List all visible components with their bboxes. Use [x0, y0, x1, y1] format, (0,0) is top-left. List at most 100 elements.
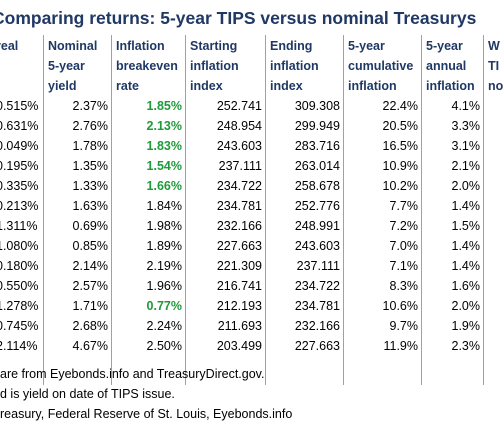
table-cell: 0.335%	[0, 179, 39, 193]
table-cell: 252.776	[294, 199, 340, 213]
table-cell: 234.722	[294, 279, 340, 293]
table-cell: 227.663	[216, 239, 262, 253]
table-cell: 1.311%	[0, 219, 38, 233]
table-cell: 234.722	[216, 179, 262, 193]
column-header-line: no	[488, 79, 504, 93]
column-header-line: inflation	[270, 59, 319, 73]
table-cell: 258.678	[294, 179, 340, 193]
table-cell: 0.85%	[72, 239, 108, 253]
table-cell: 11.9%	[383, 339, 418, 353]
table-cell: 2.57%	[72, 279, 108, 293]
column-divider	[111, 35, 112, 385]
column-header-line: Nominal	[48, 39, 98, 53]
column-divider	[483, 35, 484, 385]
table-cell: 0.195%	[0, 159, 39, 173]
column-header-line: inflation	[190, 59, 239, 73]
table-cell: 1.35%	[72, 159, 108, 173]
column-header-line: rate	[116, 79, 139, 93]
column-header-line: breakeven	[116, 59, 178, 73]
table-cell: 243.603	[294, 239, 340, 253]
table-cell: 0.550%	[0, 279, 39, 293]
column-divider	[185, 35, 186, 385]
column-header-line: inflation	[426, 79, 475, 93]
column-divider	[43, 35, 44, 385]
table-cell: 2.50%	[146, 339, 182, 353]
footnote: d is yield on date of TIPS issue.	[0, 387, 175, 401]
table-cell: 10.2%	[382, 179, 418, 193]
column-header-line: annual	[426, 59, 467, 73]
sheet-title: Comparing returns: 5-year TIPS versus no…	[0, 8, 477, 28]
column-header-line: yield	[48, 79, 77, 93]
table-cell: 0.049%	[0, 139, 39, 153]
column-header-line: real	[0, 39, 19, 53]
table-cell: 227.663	[294, 339, 340, 353]
table-cell: 1.63%	[72, 199, 108, 213]
table-cell: 0.69%	[72, 219, 108, 233]
table-cell: 9.7%	[389, 319, 419, 333]
table-cell: 2.1%	[451, 159, 481, 173]
table-cell: 10.9%	[382, 159, 418, 173]
column-header-line: index	[270, 79, 303, 93]
column-header-line: cumulative	[348, 59, 414, 73]
table-cell: 252.741	[216, 99, 262, 113]
column-header-line: Inflation	[116, 39, 165, 53]
table-cell: 7.0%	[389, 239, 419, 253]
table-cell: 248.954	[216, 119, 262, 133]
table-cell: 1.4%	[451, 259, 481, 273]
table-cell: 3.1%	[451, 139, 481, 153]
table-cell: 2.24%	[146, 319, 182, 333]
table-cell: 237.111	[296, 259, 340, 273]
column-divider	[421, 35, 422, 385]
table-cell: 1.96%	[146, 279, 182, 293]
table-cell: 263.014	[294, 159, 340, 173]
column-header-line: W	[488, 39, 500, 53]
table-cell: 1.4%	[451, 239, 481, 253]
table-cell: 2.37%	[72, 99, 108, 113]
table-cell: 232.166	[216, 219, 262, 233]
column-header-line	[0, 56, 36, 76]
table-cell: 299.949	[294, 119, 340, 133]
table-cell: 7.1%	[389, 259, 419, 273]
table-cell: 221.309	[216, 259, 262, 273]
column-divider	[265, 35, 266, 385]
table-cell: 212.193	[216, 299, 262, 313]
table-cell: 22.4%	[382, 99, 418, 113]
table-cell: 2.13%	[146, 119, 182, 133]
table-cell: 2.76%	[72, 119, 108, 133]
column-header-line: index	[190, 79, 223, 93]
table-cell: 243.603	[216, 139, 262, 153]
table-cell: 4.67%	[72, 339, 108, 353]
table-cell: 1.33%	[72, 179, 108, 193]
table-cell: 1.98%	[146, 219, 182, 233]
column-header-line: Starting	[190, 39, 238, 53]
table-cell: 1.6%	[451, 279, 481, 293]
table-cell: 232.166	[294, 319, 340, 333]
table-cell: 2.3%	[451, 339, 481, 353]
table-cell: 2.114%	[0, 339, 38, 353]
table-cell: 283.716	[294, 139, 340, 153]
table-cell: 0.745%	[0, 319, 39, 333]
table-cell: 3.3%	[451, 119, 481, 133]
table-cell: 248.991	[294, 219, 340, 233]
table-cell: 237.111	[218, 159, 262, 173]
table-cell: 1.5%	[451, 219, 481, 233]
table-cell: 2.0%	[451, 299, 481, 313]
table-cell: 8.3%	[389, 279, 419, 293]
table-cell: 7.7%	[389, 199, 419, 213]
table-cell: 1.54%	[146, 159, 182, 173]
table-cell: 1.85%	[146, 99, 182, 113]
column-header-line: inflation	[348, 79, 397, 93]
table-cell: 0.631%	[0, 119, 39, 133]
column-divider	[343, 35, 344, 385]
table-cell: 1.84%	[146, 199, 182, 213]
table-cell: 0.77%	[146, 299, 182, 313]
column-header-line: 5-year	[48, 59, 85, 73]
table-cell: 1.78%	[72, 139, 108, 153]
table-cell: 2.68%	[72, 319, 108, 333]
table-cell: 1.4%	[451, 199, 481, 213]
table-cell: 309.308	[294, 99, 340, 113]
table-cell: 2.14%	[72, 259, 108, 273]
table-cell: 1.89%	[146, 239, 182, 253]
table-cell: 16.5%	[382, 139, 418, 153]
